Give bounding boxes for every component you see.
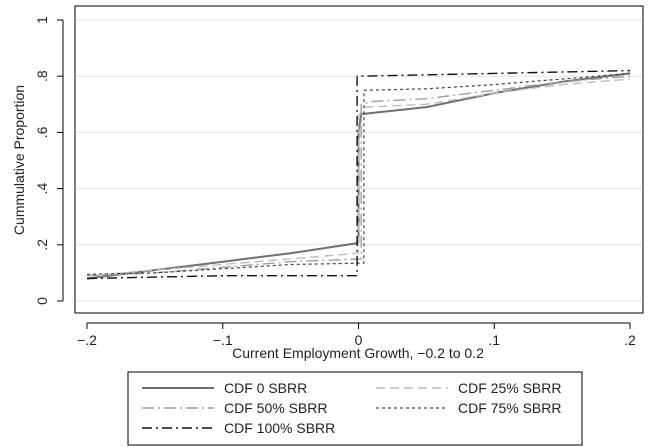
y-axis-title: Cummulative Proportion bbox=[11, 85, 27, 235]
legend: CDF 0 SBRR CDF 25% SBRR CDF 50% SBRR CDF 75… bbox=[127, 371, 583, 446]
y-tick-label: 1 bbox=[34, 16, 50, 24]
legend-label: CDF 0 SBRR bbox=[224, 380, 307, 396]
y-tick-label: .4 bbox=[34, 183, 50, 195]
x-tick-label: .1 bbox=[488, 332, 500, 348]
legend-label: CDF 25% SBRR bbox=[458, 380, 561, 396]
series-line bbox=[86, 75, 631, 277]
series-line bbox=[86, 78, 631, 277]
y-axis: 0 .2 .4 .6 .8 1 bbox=[34, 16, 64, 305]
series-line bbox=[86, 72, 631, 275]
series-line bbox=[86, 69, 631, 280]
y-tick-label: .2 bbox=[34, 239, 50, 251]
series-lines bbox=[86, 69, 631, 280]
x-tick-label: −.1 bbox=[213, 332, 233, 348]
x-axis-title: Current Employment Growth, −0.2 to 0.2 bbox=[232, 345, 484, 361]
x-tick-label: 0 bbox=[355, 332, 363, 348]
x-axis: −.2 −.1 0 .1 .2 bbox=[77, 322, 636, 348]
legend-label: CDF 75% SBRR bbox=[458, 400, 561, 416]
x-tick-label: −.2 bbox=[77, 332, 97, 348]
y-tick-label: 0 bbox=[34, 297, 50, 305]
y-tick-label: .8 bbox=[34, 70, 50, 82]
y-tick-label: .6 bbox=[34, 126, 50, 138]
legend-label: CDF 100% SBRR bbox=[224, 420, 335, 436]
plot-frame bbox=[74, 5, 644, 314]
x-tick-label: .2 bbox=[624, 332, 636, 348]
legend-label: CDF 50% SBRR bbox=[224, 400, 327, 416]
